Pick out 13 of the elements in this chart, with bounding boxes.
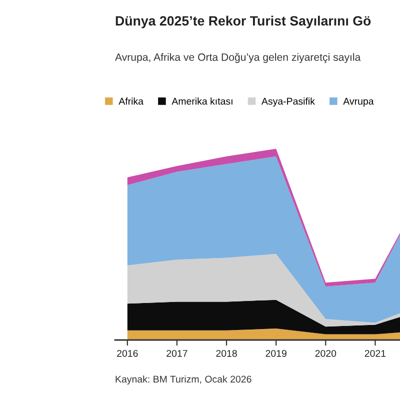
x-tick-label: 2019: [266, 350, 286, 357]
legend-label: Amerika kıtası: [172, 98, 232, 105]
x-tick-label: 2016: [117, 350, 138, 357]
legend-label: Afrika: [118, 98, 144, 105]
x-tick-label: 2020: [315, 350, 336, 357]
chart-title: Dünya 2025’te Rekor Turist Sayılarını Gö: [116, 16, 371, 28]
legend-label: Asya-Pasifik: [261, 98, 315, 107]
x-tick-label: 2017: [166, 350, 188, 357]
x-tick-label: 2018: [216, 350, 237, 357]
chart-subtitle: Avrupa, Afrika ve Orta Doğu’ya gelen ziyaretçi sayıla: [115, 52, 361, 64]
text: Kaynak: BM Turizm, Ocak 2026: [116, 375, 252, 385]
legend-label: Avrupa: [343, 98, 374, 107]
x-tick-label: 2021: [364, 350, 386, 357]
